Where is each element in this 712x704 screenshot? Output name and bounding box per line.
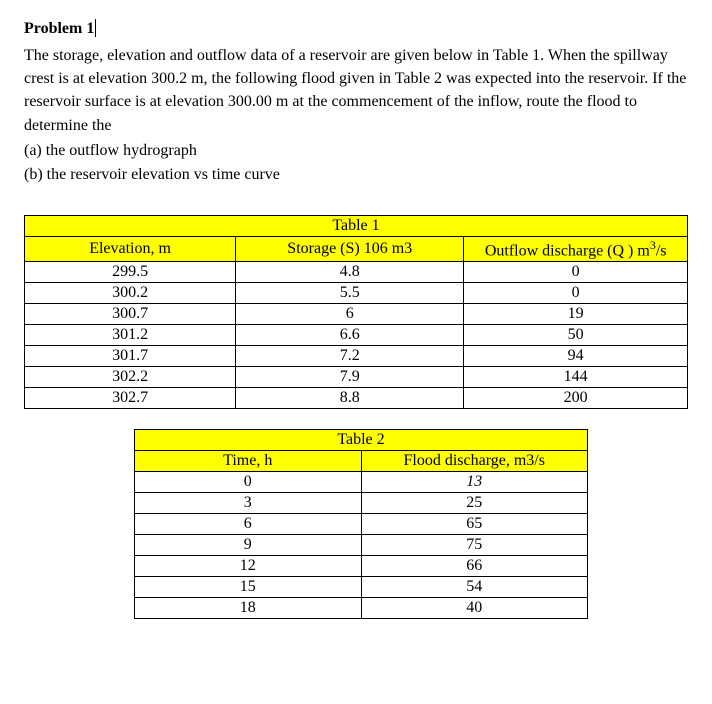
cell: 65 xyxy=(361,514,588,535)
cell: 301.2 xyxy=(25,325,236,346)
cell: 40 xyxy=(361,598,588,619)
cell: 4.8 xyxy=(236,262,464,283)
cell: 300.2 xyxy=(25,283,236,304)
table-1-header-outflow: Outflow discharge (Q ) m3/s xyxy=(464,236,688,261)
problem-title: Problem 1 xyxy=(24,20,94,38)
cell: 25 xyxy=(361,493,588,514)
cell: 5.5 xyxy=(236,283,464,304)
table-row: 301.7 7.2 94 xyxy=(25,346,688,367)
cell: 6 xyxy=(236,304,464,325)
table-2-header-time: Time, h xyxy=(135,451,362,472)
table-row: 300.2 5.5 0 xyxy=(25,283,688,304)
cell: 19 xyxy=(464,304,688,325)
table-1-header-storage: Storage (S) 106 m3 xyxy=(236,236,464,261)
table-2: Table 2 Time, h Flood discharge, m3/s 0 … xyxy=(134,429,588,619)
table-row: 12 66 xyxy=(135,556,588,577)
cell: 54 xyxy=(361,577,588,598)
cell: 3 xyxy=(135,493,362,514)
cell: 9 xyxy=(135,535,362,556)
table-row: 18 40 xyxy=(135,598,588,619)
part-b-text: (b) the reservoir elevation vs time curv… xyxy=(24,163,688,187)
table-row: 15 54 xyxy=(135,577,588,598)
cell: 18 xyxy=(135,598,362,619)
cell: 0 xyxy=(135,472,362,493)
cell: 302.7 xyxy=(25,388,236,409)
cell: 144 xyxy=(464,367,688,388)
cell: 0 xyxy=(464,262,688,283)
cell: 66 xyxy=(361,556,588,577)
table-1: Table 1 Elevation, m Storage (S) 106 m3 … xyxy=(24,215,688,409)
cell: 50 xyxy=(464,325,688,346)
part-a-text: (a) the outflow hydrograph xyxy=(24,139,688,163)
cell: 299.5 xyxy=(25,262,236,283)
table-2-title: Table 2 xyxy=(135,430,588,451)
table-1-header-elevation: Elevation, m xyxy=(25,236,236,261)
table-row: 301.2 6.6 50 xyxy=(25,325,688,346)
problem-intro: The storage, elevation and outflow data … xyxy=(24,44,688,137)
table-row: 9 75 xyxy=(135,535,588,556)
table-row: 300.7 6 19 xyxy=(25,304,688,325)
cell: 94 xyxy=(464,346,688,367)
cell: 7.9 xyxy=(236,367,464,388)
table-row: 6 65 xyxy=(135,514,588,535)
table-row: 302.2 7.9 144 xyxy=(25,367,688,388)
text-cursor xyxy=(95,19,96,37)
cell: 6.6 xyxy=(236,325,464,346)
cell: 15 xyxy=(135,577,362,598)
cell: 75 xyxy=(361,535,588,556)
table-row: 0 13 xyxy=(135,472,588,493)
cell: 0 xyxy=(464,283,688,304)
table-2-header-discharge: Flood discharge, m3/s xyxy=(361,451,588,472)
cell: 13 xyxy=(361,472,588,493)
table-row: 299.5 4.8 0 xyxy=(25,262,688,283)
cell: 300.7 xyxy=(25,304,236,325)
cell: 12 xyxy=(135,556,362,577)
table-1-title: Table 1 xyxy=(25,215,688,236)
table-row: 302.7 8.8 200 xyxy=(25,388,688,409)
cell: 301.7 xyxy=(25,346,236,367)
cell: 6 xyxy=(135,514,362,535)
cell: 7.2 xyxy=(236,346,464,367)
cell: 8.8 xyxy=(236,388,464,409)
cell: 200 xyxy=(464,388,688,409)
cell: 302.2 xyxy=(25,367,236,388)
table-row: 3 25 xyxy=(135,493,588,514)
